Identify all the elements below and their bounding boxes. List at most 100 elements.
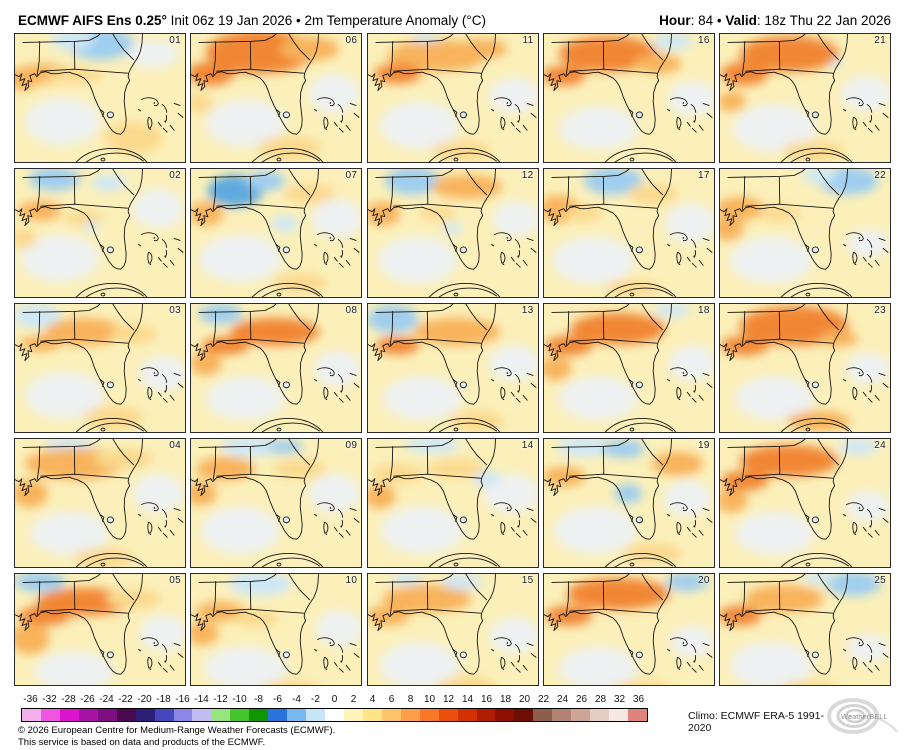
anomaly-map bbox=[15, 169, 185, 297]
colorbar bbox=[21, 708, 648, 722]
colorbar-segment bbox=[287, 709, 307, 721]
anomaly-map bbox=[191, 169, 362, 297]
colorbar-segment bbox=[211, 709, 231, 721]
colorbar-tick: 8 bbox=[407, 694, 414, 705]
colorbar-tick: 36 bbox=[632, 694, 645, 705]
colorbar-segment bbox=[325, 709, 344, 721]
valid-time: Hour: 84 • Valid: 18z Thu 22 Jan 2026 bbox=[659, 13, 891, 28]
colorbar-tick: -20 bbox=[137, 694, 152, 705]
colorbar-tick: 20 bbox=[518, 694, 531, 705]
weatherbell-logo: WeatherBELL bbox=[825, 696, 903, 743]
colorbar-segment bbox=[590, 709, 610, 721]
member-number: 03 bbox=[169, 305, 181, 316]
colorbar-tick: -22 bbox=[118, 694, 133, 705]
anomaly-map bbox=[191, 304, 362, 432]
copyright-line2: This service is based on data and produc… bbox=[18, 736, 266, 748]
member-number: 23 bbox=[874, 305, 886, 316]
ensemble-member-panel: 14 bbox=[366, 438, 539, 568]
colorbar-segment bbox=[192, 709, 212, 721]
member-number: 07 bbox=[345, 170, 358, 181]
anomaly-map bbox=[367, 439, 538, 567]
colorbar-segment bbox=[59, 709, 79, 721]
member-number: 04 bbox=[169, 440, 181, 451]
colorbar-segment bbox=[343, 709, 363, 721]
ensemble-member-panel: 02 bbox=[14, 168, 186, 298]
member-number: 22 bbox=[874, 170, 886, 181]
ensemble-member-panel: 12 bbox=[366, 168, 539, 298]
member-number: 18 bbox=[698, 305, 710, 316]
colorbar-segment bbox=[476, 709, 496, 721]
ensemble-member-panel: 10 bbox=[190, 573, 363, 686]
anomaly-map bbox=[367, 304, 538, 432]
colorbar-segment bbox=[173, 709, 193, 721]
colorbar-tick: -2 bbox=[311, 694, 320, 705]
colorbar-segment bbox=[22, 709, 41, 721]
member-number: 25 bbox=[874, 575, 886, 586]
anomaly-map bbox=[543, 439, 714, 567]
copyright-line1: © 2026 European Centre for Medium-Range … bbox=[18, 725, 336, 736]
member-number: 11 bbox=[522, 35, 534, 46]
anomaly-map bbox=[543, 169, 714, 297]
colorbar-segment bbox=[438, 709, 458, 721]
ensemble-member-panel: 16 bbox=[542, 33, 715, 163]
valid-label: Valid bbox=[725, 13, 757, 28]
colorbar-segment bbox=[116, 709, 136, 721]
copyright: © 2026 European Centre for Medium-Range … bbox=[18, 725, 335, 748]
weatherbell-logo-text: WeatherBELL bbox=[841, 712, 888, 721]
colorbar-segment bbox=[495, 709, 515, 721]
colorbar-segment bbox=[533, 709, 553, 721]
colorbar-tick: -16 bbox=[175, 694, 190, 705]
colorbar-tick: -10 bbox=[232, 694, 247, 705]
colorbar-tick: 24 bbox=[556, 694, 569, 705]
colorbar-tick: 12 bbox=[442, 694, 455, 705]
product-title: ECMWF AIFS Ens 0.25° Init 06z 19 Jan 202… bbox=[18, 13, 486, 28]
panel-row: 05 10 15 20 25 bbox=[14, 573, 891, 686]
hour-value: : 84 • bbox=[690, 13, 726, 28]
anomaly-map bbox=[720, 34, 890, 162]
colorbar-tick: -6 bbox=[273, 694, 282, 705]
init-and-field: Init 06z 19 Jan 2026 • 2m Temperature An… bbox=[166, 13, 486, 28]
colorbar-tick: 6 bbox=[388, 694, 395, 705]
panel-row: 04 09 14 19 24 bbox=[14, 438, 891, 568]
colorbar-segment bbox=[268, 709, 288, 721]
colorbar-segment bbox=[419, 709, 439, 721]
colorbar-segment bbox=[249, 709, 269, 721]
ensemble-member-panel: 15 bbox=[366, 573, 539, 686]
anomaly-map bbox=[543, 574, 714, 685]
model-name: ECMWF AIFS Ens 0.25° bbox=[18, 13, 167, 28]
header: ECMWF AIFS Ens 0.25° Init 06z 19 Jan 202… bbox=[0, 0, 913, 30]
anomaly-map bbox=[191, 439, 362, 567]
anomaly-map bbox=[15, 439, 185, 567]
member-number: 06 bbox=[345, 35, 358, 46]
member-number: 10 bbox=[345, 575, 358, 586]
ensemble-member-panel: 24 bbox=[719, 438, 891, 568]
anomaly-map bbox=[543, 34, 714, 162]
colorbar-tick: 28 bbox=[594, 694, 607, 705]
ensemble-member-panel: 25 bbox=[719, 573, 891, 686]
ensemble-member-panel: 18 bbox=[542, 303, 715, 433]
ensemble-member-panel: 22 bbox=[719, 168, 891, 298]
panel-row: 01 06 11 16 21 bbox=[14, 33, 891, 163]
member-number: 21 bbox=[874, 35, 886, 46]
colorbar-tick: -14 bbox=[194, 694, 209, 705]
member-number: 02 bbox=[169, 170, 181, 181]
ensemble-member-panel: 17 bbox=[542, 168, 715, 298]
colorbar-segment bbox=[230, 709, 250, 721]
anomaly-map bbox=[720, 439, 890, 567]
ensemble-member-panel: 11 bbox=[366, 33, 539, 163]
colorbar-segment bbox=[97, 709, 117, 721]
colorbar-tick: -32 bbox=[42, 694, 57, 705]
anomaly-map bbox=[720, 574, 890, 685]
colorbar-tick: -18 bbox=[156, 694, 171, 705]
colorbar-tick: 4 bbox=[369, 694, 376, 705]
colorbar-tick: -28 bbox=[61, 694, 76, 705]
ensemble-member-panel: 19 bbox=[542, 438, 715, 568]
colorbar-segment bbox=[571, 709, 591, 721]
colorbar-segment bbox=[135, 709, 155, 721]
valid-value: : 18z Thu 22 Jan 2026 bbox=[756, 13, 891, 28]
colorbar-segment bbox=[628, 709, 647, 721]
colorbar-segment bbox=[306, 709, 325, 721]
colorbar-tick: -24 bbox=[99, 694, 114, 705]
ensemble-member-panel: 04 bbox=[14, 438, 186, 568]
member-number: 13 bbox=[521, 305, 534, 316]
